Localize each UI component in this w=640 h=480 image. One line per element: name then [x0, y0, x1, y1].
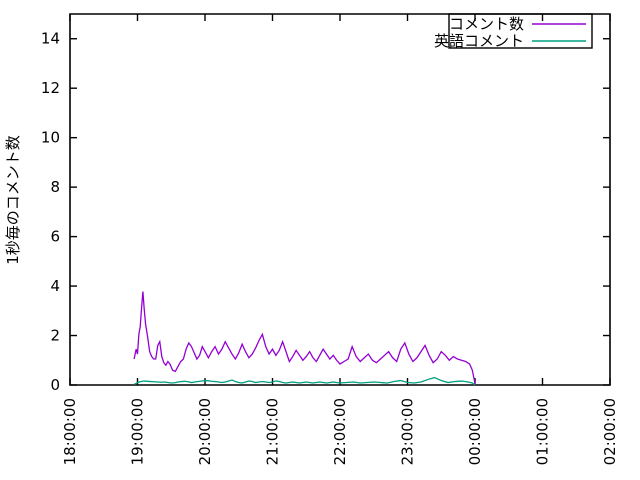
- legend-border: [448, 13, 593, 49]
- y-axis-label: 1秒毎のコメント数: [4, 135, 22, 265]
- data-series-group: [133, 291, 476, 386]
- x-tick-label: 21:00:00: [264, 398, 282, 465]
- x-tick-label: 18:00:00: [61, 398, 79, 465]
- y-tick-label: 12: [41, 79, 60, 97]
- y-axis-ticks: [70, 38, 610, 386]
- y-tick-label: 2: [50, 327, 60, 345]
- y-tick-label: 4: [50, 277, 60, 295]
- x-tick-label: 01:00:00: [534, 398, 552, 465]
- x-tick-label: 00:00:00: [466, 398, 484, 465]
- x-axis-tick-labels: 18:00:00 19:00:00 20:00:00 21:00:00 22:00:00…: [61, 398, 619, 465]
- x-tick-label: 20:00:00: [196, 398, 214, 465]
- x-tick-label: 02:00:00: [601, 398, 619, 465]
- series-line: [133, 376, 476, 386]
- series-line: [133, 291, 476, 386]
- y-tick-label: 0: [50, 376, 60, 394]
- y-axis-tick-labels: 0 2 4 6 8 10 12 14: [41, 30, 60, 394]
- y-tick-label: 6: [50, 228, 60, 246]
- legend-label: コメント数: [449, 15, 524, 33]
- y-tick-label: 14: [41, 30, 60, 48]
- legend-label: 英語コメント: [434, 32, 524, 50]
- x-axis-ticks: [69, 14, 611, 385]
- x-tick-label: 22:00:00: [331, 398, 349, 465]
- y-tick-label: 8: [50, 178, 60, 196]
- x-tick-label: 19:00:00: [129, 398, 147, 465]
- y-tick-label: 10: [41, 129, 60, 147]
- x-tick-label: 23:00:00: [399, 398, 417, 465]
